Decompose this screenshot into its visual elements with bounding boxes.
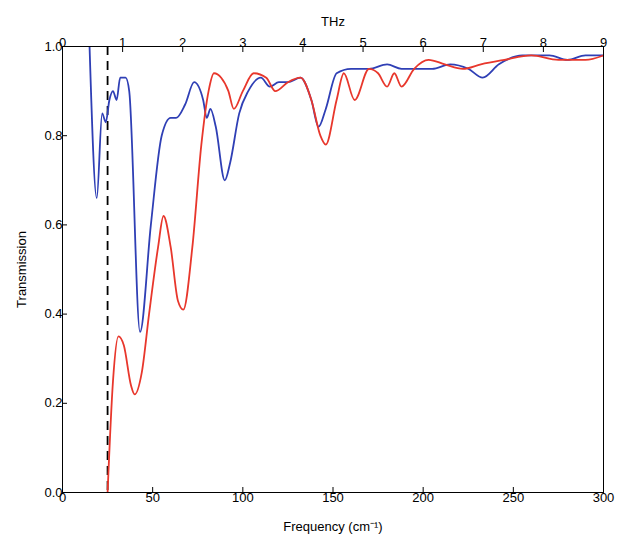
svg-text:0.6: 0.6 [44, 217, 62, 232]
svg-text:200: 200 [412, 490, 434, 505]
svg-text:0.8: 0.8 [44, 128, 62, 143]
svg-text:THz: THz [321, 14, 345, 29]
svg-text:4: 4 [299, 35, 306, 50]
svg-text:150: 150 [322, 490, 344, 505]
svg-text:0.2: 0.2 [44, 395, 62, 410]
svg-text:50: 50 [145, 490, 159, 505]
svg-text:7: 7 [480, 35, 487, 50]
svg-text:8: 8 [540, 35, 547, 50]
svg-text:Frequency (cm⁻¹): Frequency (cm⁻¹) [283, 519, 382, 534]
svg-text:6: 6 [420, 35, 427, 50]
svg-text:3: 3 [239, 35, 246, 50]
svg-text:5: 5 [359, 35, 366, 50]
svg-text:250: 250 [502, 490, 524, 505]
svg-text:100: 100 [232, 490, 254, 505]
svg-text:2: 2 [179, 35, 186, 50]
svg-text:0: 0 [58, 489, 67, 505]
svg-text:Transmission: Transmission [14, 231, 29, 308]
svg-text:0.4: 0.4 [44, 306, 62, 321]
svg-text:0.0: 0.0 [44, 485, 62, 500]
svg-text:0: 0 [58, 34, 67, 50]
svg-text:9: 9 [600, 35, 607, 50]
svg-text:1: 1 [119, 35, 126, 50]
svg-text:300: 300 [593, 490, 615, 505]
svg-text:1.0: 1.0 [44, 39, 62, 54]
